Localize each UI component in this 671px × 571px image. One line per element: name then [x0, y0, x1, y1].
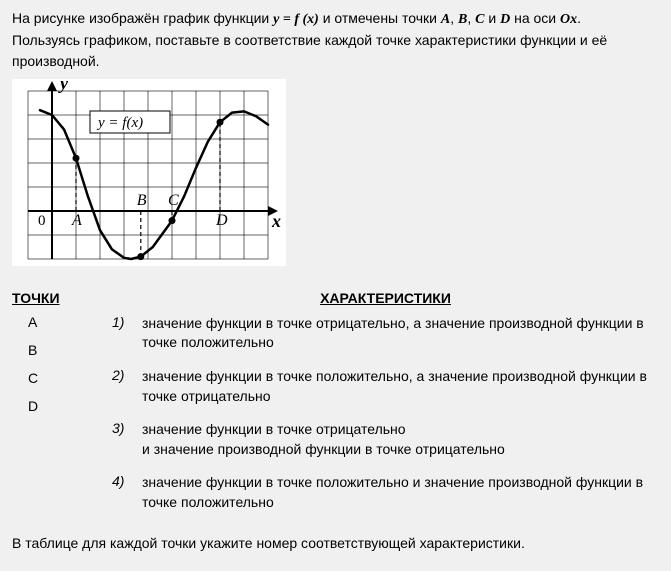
function-graph: A B C D 0 y x y = f(x) [14, 81, 284, 261]
characteristic-item: 3)значение функции в точке отрицательнои… [112, 420, 659, 459]
characteristics-heading: ХАРАКТЕРИСТИКИ [112, 290, 659, 306]
svg-text:B: B [137, 192, 147, 209]
prompt-and: и [488, 10, 500, 26]
characteristic-text: значение функции в точке отрицательнои з… [142, 420, 659, 459]
point-label: C [12, 370, 112, 386]
point-label: D [12, 398, 112, 414]
prompt-text: на оси [514, 10, 560, 26]
characteristic-text: значение функции в точке отрицательно, а… [142, 314, 659, 353]
characteristic-number: 2) [112, 367, 142, 406]
points-column: ТОЧКИ ABCD [12, 290, 112, 527]
matching-section: ТОЧКИ ABCD ХАРАКТЕРИСТИКИ 1)значение фун… [12, 290, 659, 527]
characteristic-item: 1)значение функции в точке отрицательно,… [112, 314, 659, 353]
characteristic-number: 4) [112, 473, 142, 512]
prompt-text: На рисунке изображён график функции [12, 10, 273, 26]
svg-text:D: D [215, 212, 228, 229]
prompt-text: и отмечены точки [323, 10, 441, 26]
characteristic-item: 2)значение функции в точке положительно,… [112, 367, 659, 406]
characteristic-number: 1) [112, 314, 142, 353]
characteristic-text: значение функции в точке положительно, а… [142, 367, 659, 406]
problem-prompt: На рисунке изображён график функции y = … [12, 8, 659, 71]
footer-instruction: В таблице для каждой точки укажите номер… [12, 535, 659, 551]
point-B: B [458, 12, 467, 27]
prompt-fn: y = f (x) [273, 12, 319, 27]
point-label: B [12, 342, 112, 358]
axis-Ox: Ox [560, 12, 577, 27]
points-heading: ТОЧКИ [12, 290, 112, 306]
svg-text:0: 0 [38, 213, 46, 229]
svg-text:x: x [271, 211, 281, 231]
svg-text:C: C [168, 192, 179, 209]
point-A: A [441, 12, 450, 27]
point-label: A [12, 314, 112, 330]
point-D: D [500, 12, 510, 27]
prompt-line2: Пользуясь графиком, поставьте в соответс… [12, 32, 607, 68]
point-C: C [475, 12, 484, 27]
characteristics-column: ХАРАКТЕРИСТИКИ 1)значение функции в точк… [112, 290, 659, 527]
characteristic-item: 4)значение функции в точке положительно … [112, 473, 659, 512]
graph-container: A B C D 0 y x y = f(x) [12, 79, 286, 266]
svg-text:y = f(x): y = f(x) [96, 115, 143, 131]
svg-text:A: A [71, 212, 82, 229]
characteristic-text: значение функции в точке положительно и … [142, 473, 659, 512]
svg-text:y: y [58, 81, 69, 93]
characteristic-number: 3) [112, 420, 142, 459]
